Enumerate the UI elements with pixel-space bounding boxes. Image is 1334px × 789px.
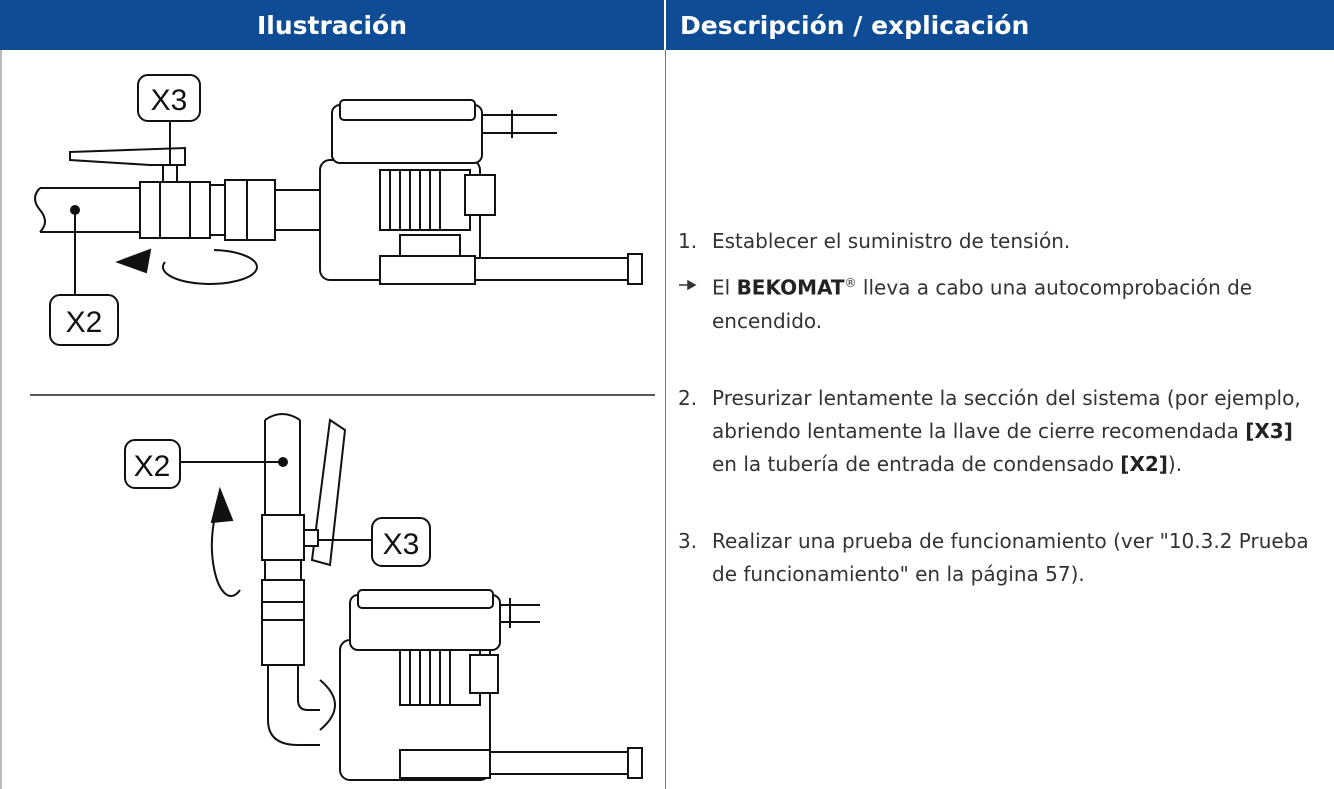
step: 2. Presurizar lentamente la sección del … — [678, 382, 1318, 481]
reference: [X2] — [1120, 451, 1168, 476]
step: 1. Establecer el suministro de tensión. — [678, 225, 1318, 258]
step: 3. Realizar una prueba de funcionamiento… — [678, 525, 1318, 591]
column-header: Ilustración — [0, 0, 666, 50]
text: El — [712, 275, 737, 300]
trademark: ® — [844, 276, 857, 290]
callout: X2 X3 — [124, 439, 431, 567]
callout-label: X2 — [66, 306, 103, 339]
callout: X3 X2 — [49, 74, 201, 346]
text: en la tubería de entrada de condensado — [712, 451, 1121, 476]
step-number: 3. — [678, 528, 698, 553]
bottom-figure: X2 X3 — [124, 413, 643, 781]
callout-label: X3 — [151, 84, 188, 117]
step-number: 1. — [678, 229, 698, 253]
step-text: Establecer el suministro de tensión. — [712, 229, 1071, 253]
result-arrow — [679, 279, 697, 291]
illustration: X3 X2 X2 X3 — [0, 50, 655, 789]
column-header: Descripción / explicación — [666, 0, 1334, 50]
product-name: BEKOMAT — [736, 275, 845, 300]
step-text: Realizar una prueba de funcionamiento (v… — [712, 528, 1309, 586]
text: lleva a cabo una autocomprobación de enc… — [712, 275, 1253, 333]
callout-label: X2 — [134, 450, 171, 483]
result: El BEKOMAT® lleva a cabo una autocomprob… — [678, 267, 1318, 338]
callout-label: X3 — [383, 528, 420, 561]
top-figure: X3 X2 — [34, 74, 643, 346]
text: ). — [1167, 451, 1183, 476]
text: Presurizar lentamente la sección del sis… — [712, 385, 1301, 443]
column-divider — [665, 50, 666, 789]
steps: 1. Establecer el suministro de tensión. … — [678, 225, 1318, 591]
step-number: 2. — [678, 385, 698, 410]
reference: [X3] — [1245, 418, 1293, 443]
